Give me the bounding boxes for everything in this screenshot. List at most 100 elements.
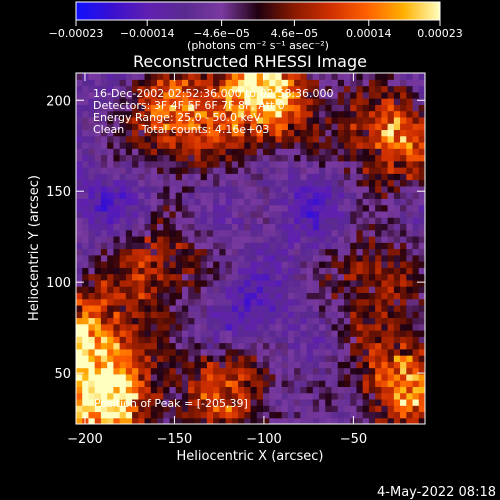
heatmap-cell [269, 398, 277, 406]
heatmap-cell [188, 141, 196, 149]
heatmap-cell [213, 173, 220, 181]
heatmap-cell [281, 167, 289, 174]
heatmap-cell [132, 267, 139, 275]
heatmap-cell [113, 417, 121, 424]
heatmap-cell [94, 123, 102, 131]
heatmap-cell [287, 298, 295, 306]
heatmap-cell [319, 135, 326, 143]
heatmap-cell [319, 154, 326, 162]
heatmap-cell [306, 79, 314, 87]
heatmap-cell [300, 336, 308, 344]
heatmap-cell [231, 85, 239, 93]
heatmap-cell [275, 317, 283, 325]
heatmap-cell [76, 198, 83, 206]
heatmap-cell [418, 116, 425, 124]
heatmap-cell [319, 317, 326, 325]
heatmap-cell [213, 417, 220, 424]
heatmap-cell [275, 355, 283, 362]
heatmap-cell [381, 242, 389, 250]
heatmap-cell [213, 91, 220, 99]
heatmap-cell [244, 286, 252, 293]
heatmap-cell [275, 179, 283, 187]
heatmap-cell [175, 386, 183, 394]
heatmap-cell [331, 311, 339, 319]
heatmap-cell [375, 286, 382, 293]
heatmap-cell [300, 129, 308, 137]
heatmap-cell [94, 405, 102, 413]
heatmap-cell [144, 254, 152, 262]
heatmap-cell [256, 210, 264, 218]
heatmap-cell [169, 148, 177, 156]
heatmap-cell [200, 135, 208, 143]
heatmap-cell [256, 336, 264, 344]
heatmap-cell [319, 273, 326, 281]
heatmap-cell [194, 79, 202, 87]
heatmap-cell [356, 179, 364, 187]
heatmap-cell [238, 304, 245, 312]
heatmap-cell [175, 417, 183, 424]
heatmap-cell [181, 336, 189, 344]
heatmap-cell [125, 91, 133, 99]
heatmap-cell [356, 261, 364, 268]
heatmap-cell [312, 411, 320, 419]
heatmap-cell [169, 254, 177, 262]
heatmap-cell [287, 235, 295, 243]
heatmap-cell [169, 298, 177, 306]
heatmap-cell [312, 323, 320, 331]
heatmap-cell [343, 348, 351, 356]
heatmap-cell [113, 273, 121, 281]
heatmap-cell [331, 223, 339, 231]
heatmap-cell [368, 85, 376, 93]
heatmap-cell [350, 392, 358, 400]
heatmap-cell [206, 336, 214, 344]
heatmap-cell [319, 185, 326, 193]
heatmap-cell [250, 192, 258, 199]
heatmap-cell [306, 348, 314, 356]
heatmap-cell [275, 386, 283, 394]
heatmap-cell [281, 104, 289, 112]
heatmap-cell [356, 336, 364, 344]
heatmap-cell [94, 154, 102, 162]
heatmap-cell [138, 323, 146, 331]
heatmap-cell [306, 286, 314, 293]
heatmap-cell [94, 167, 102, 174]
heatmap-cell [219, 179, 227, 187]
heatmap-cell [350, 242, 358, 250]
heatmap-cell [238, 141, 245, 149]
heatmap-cell [206, 317, 214, 325]
heatmap-cell [225, 248, 233, 256]
heatmap-cell [125, 110, 133, 118]
heatmap-cell [412, 348, 420, 356]
heatmap-cell [406, 323, 414, 331]
heatmap-cell [163, 292, 171, 300]
heatmap-cell [381, 98, 389, 105]
heatmap-cell [100, 323, 108, 331]
heatmap-cell [250, 348, 258, 356]
heatmap-cell [337, 267, 345, 275]
heatmap-cell [262, 129, 270, 137]
heatmap-cell [82, 254, 90, 262]
heatmap-cell [175, 329, 183, 337]
heatmap-cell [356, 85, 364, 93]
heatmap-cell [387, 129, 395, 137]
heatmap-cell [125, 104, 133, 112]
heatmap-cell [94, 398, 102, 406]
heatmap-cell [107, 167, 114, 174]
heatmap-cell [319, 204, 326, 212]
heatmap-cell [375, 104, 382, 112]
heatmap-cell [393, 110, 401, 118]
heatmap-cell [412, 91, 420, 99]
heatmap-cell [231, 110, 239, 118]
heatmap-cell [325, 229, 333, 237]
heatmap-cell [88, 411, 96, 419]
heatmap-cell [262, 135, 270, 143]
heatmap-cell [331, 298, 339, 306]
heatmap-cell [325, 348, 333, 356]
heatmap-cell [157, 267, 164, 275]
heatmap-cell [287, 311, 295, 319]
heatmap-cell [231, 98, 239, 105]
heatmap-cell [306, 398, 314, 406]
heatmap-cell [188, 292, 196, 300]
heatmap-cell [381, 116, 389, 124]
heatmap-cell [163, 398, 171, 406]
